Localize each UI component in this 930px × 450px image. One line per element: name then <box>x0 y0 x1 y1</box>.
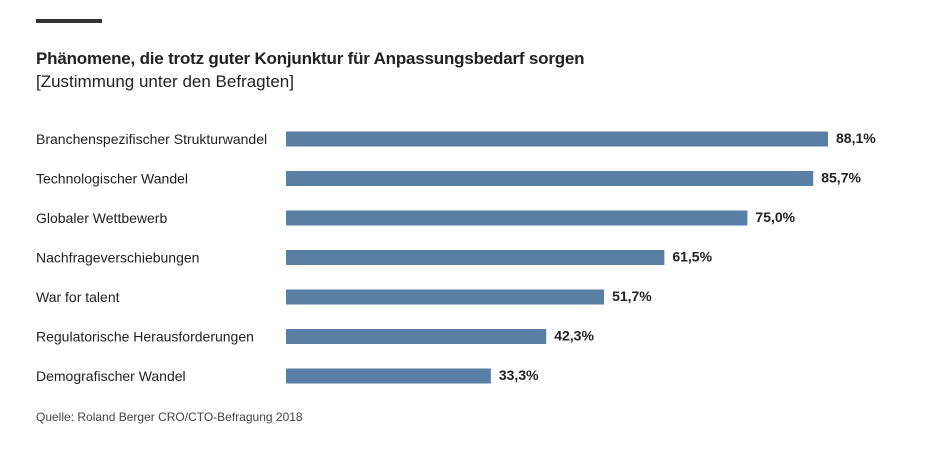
bar <box>286 289 605 305</box>
category-label: Globaler Wettbewerb <box>36 210 167 226</box>
category-label: War for talent <box>36 289 120 305</box>
chart-subtitle: [Zustimmung unter den Befragten] <box>36 72 294 91</box>
value-label: 42,3% <box>554 328 594 344</box>
bar <box>286 368 491 384</box>
category-label: Demografischer Wandel <box>36 368 186 384</box>
bar <box>286 329 547 344</box>
bar <box>286 250 665 265</box>
decorative-top-bar <box>36 19 102 23</box>
category-label: Nachfrageverschiebungen <box>36 250 199 266</box>
category-label: Branchenspezifischer Strukturwandel <box>36 131 267 147</box>
value-label: 75,0% <box>755 209 795 225</box>
category-label: Technologischer Wandel <box>36 171 188 187</box>
value-label: 88,1% <box>836 130 876 146</box>
value-label: 51,7% <box>612 288 652 304</box>
bar <box>286 171 814 186</box>
bar <box>286 210 748 226</box>
chart-title: Phänomene, die trotz guter Konjunktur fü… <box>36 49 585 68</box>
value-label: 85,7% <box>821 170 861 186</box>
value-label: 33,3% <box>499 367 539 383</box>
bar <box>286 131 828 147</box>
source-note: Quelle: Roland Berger CRO/CTO-Befragung … <box>36 410 303 424</box>
category-label: Regulatorische Herausforderungen <box>36 329 254 345</box>
value-label: 61,5% <box>672 249 712 265</box>
